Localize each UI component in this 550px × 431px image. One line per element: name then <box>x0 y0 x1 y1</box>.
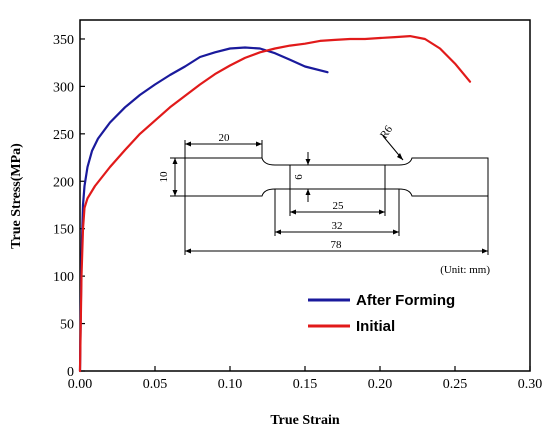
specimen-drawing <box>170 135 489 255</box>
dim-label-32: 32 <box>332 220 343 232</box>
y-axis: 0 50 100 150 200 250 300 350 <box>53 33 85 380</box>
series-layer <box>78 35 472 373</box>
dim-label-78: 78 <box>331 239 343 251</box>
unit-label: (Unit: mm) <box>440 264 490 276</box>
y-axis-title: True Stress(MPa) <box>9 143 24 249</box>
specimen-outline <box>184 157 489 197</box>
y-tick-label: 150 <box>53 223 74 238</box>
x-tick-label: 0.10 <box>218 377 243 392</box>
dim-label-25: 25 <box>333 200 345 212</box>
dim-label-r6: R6 <box>378 123 395 141</box>
x-axis-title: True Strain <box>270 413 340 428</box>
legend-label-after-forming: After Forming <box>356 292 455 309</box>
y-tick-label: 100 <box>53 270 74 285</box>
y-tick-label: 200 <box>53 175 74 190</box>
y-tick-label: 350 <box>53 33 74 48</box>
x-tick-label: 0.05 <box>143 377 168 392</box>
dim-label-20: 20 <box>219 132 231 144</box>
y-tick-label: 250 <box>53 128 74 143</box>
legend-label-initial: Initial <box>356 318 395 335</box>
x-tick-label: 0.30 <box>518 377 543 392</box>
x-tick-label: 0.25 <box>443 377 468 392</box>
y-tick-label: 300 <box>53 80 74 95</box>
x-tick-label: 0.15 <box>293 377 318 392</box>
dim-label-6: 6 <box>293 174 305 180</box>
legend: After Forming Initial <box>308 292 455 335</box>
x-tick-label: 0.00 <box>68 377 93 392</box>
series-line-1 <box>78 35 472 373</box>
x-axis: 0.00 0.05 0.10 0.15 0.20 0.25 0.30 <box>68 366 543 392</box>
y-tick-label: 0 <box>67 365 74 380</box>
specimen-dim-arrows <box>172 141 488 254</box>
dim-label-10: 10 <box>158 171 170 183</box>
x-tick-label: 0.20 <box>368 377 393 392</box>
y-tick-label: 50 <box>60 318 74 333</box>
